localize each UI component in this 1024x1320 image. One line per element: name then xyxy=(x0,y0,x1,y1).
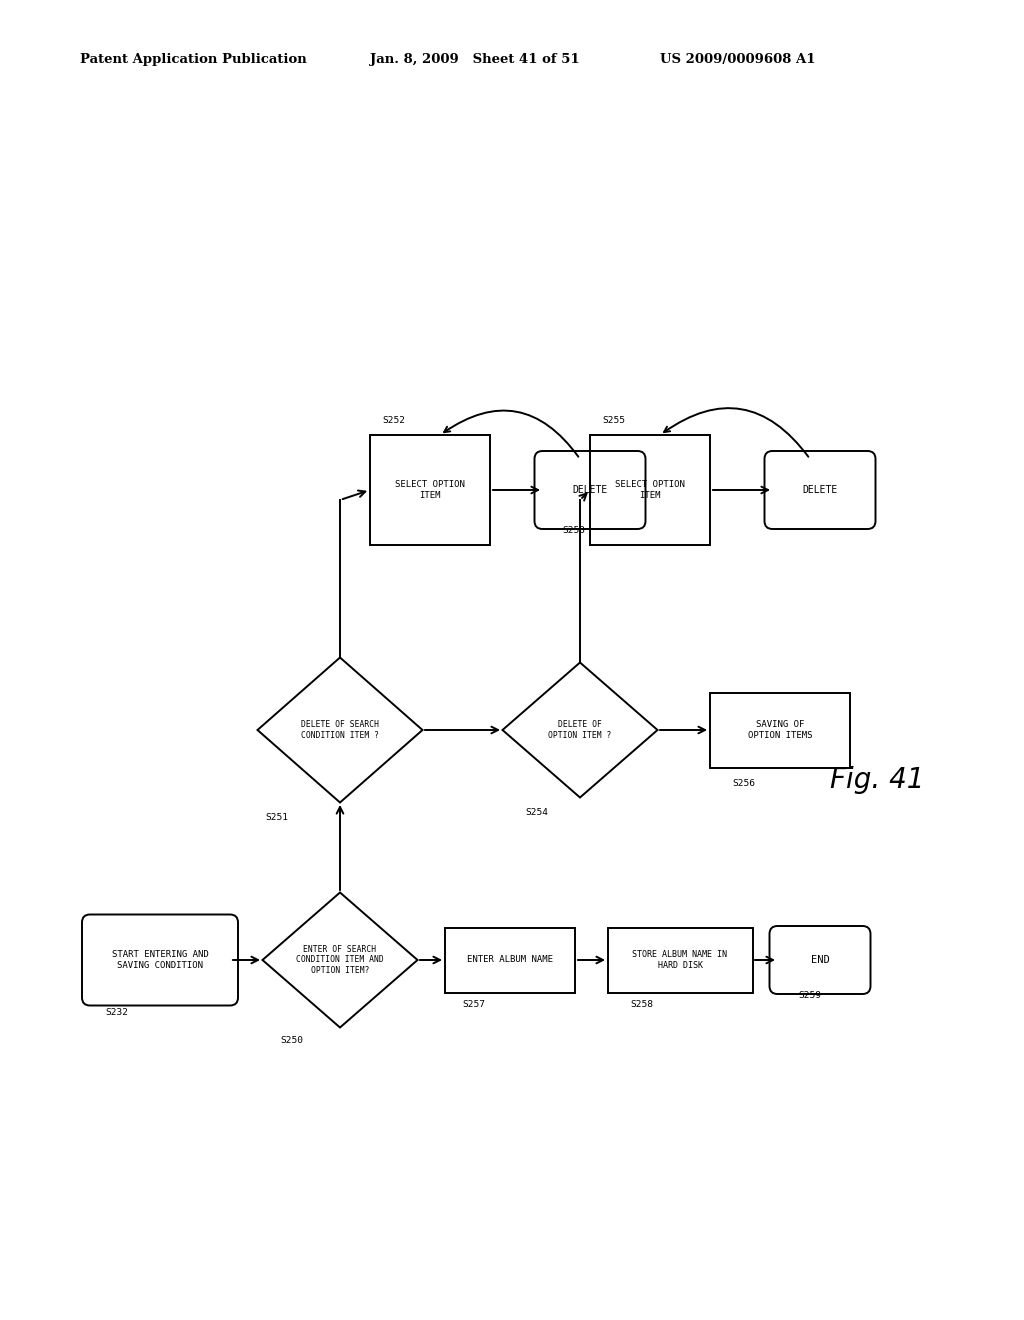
Text: Patent Application Publication: Patent Application Publication xyxy=(80,54,307,66)
Text: START ENTERING AND
SAVING CONDITION: START ENTERING AND SAVING CONDITION xyxy=(112,950,208,970)
Bar xyxy=(607,928,753,993)
Text: S253: S253 xyxy=(562,525,585,535)
Bar xyxy=(710,693,850,767)
Text: S251: S251 xyxy=(265,813,288,822)
Text: STORE ALBUM NAME IN
HARD DISK: STORE ALBUM NAME IN HARD DISK xyxy=(633,950,727,970)
Text: ENTER ALBUM NAME: ENTER ALBUM NAME xyxy=(467,956,553,965)
Text: S232: S232 xyxy=(105,1008,128,1016)
Text: END: END xyxy=(811,954,829,965)
Text: DELETE OF SEARCH
CONDITION ITEM ?: DELETE OF SEARCH CONDITION ITEM ? xyxy=(301,721,379,739)
Text: SAVING OF
OPTION ITEMS: SAVING OF OPTION ITEMS xyxy=(748,721,812,739)
Bar xyxy=(370,436,490,545)
Text: Jan. 8, 2009   Sheet 41 of 51: Jan. 8, 2009 Sheet 41 of 51 xyxy=(370,54,580,66)
Text: US 2009/0009608 A1: US 2009/0009608 A1 xyxy=(660,54,815,66)
Text: S254: S254 xyxy=(525,808,548,817)
Text: ENTER OF SEARCH
CONDITION ITEM AND
OPTION ITEM?: ENTER OF SEARCH CONDITION ITEM AND OPTIO… xyxy=(296,945,384,975)
Text: SELECT OPTION
ITEM: SELECT OPTION ITEM xyxy=(615,480,685,500)
Text: S250: S250 xyxy=(280,1036,303,1045)
Text: S259: S259 xyxy=(798,991,821,1001)
Text: DELETE OF
OPTION ITEM ?: DELETE OF OPTION ITEM ? xyxy=(548,721,611,739)
Text: DELETE: DELETE xyxy=(803,484,838,495)
Text: S258: S258 xyxy=(630,1001,653,1008)
Text: S256: S256 xyxy=(732,779,755,788)
Bar xyxy=(590,436,710,545)
Text: Fig. 41: Fig. 41 xyxy=(830,766,925,795)
Text: SELECT OPTION
ITEM: SELECT OPTION ITEM xyxy=(395,480,465,500)
Bar xyxy=(445,928,575,993)
Text: S257: S257 xyxy=(462,1001,485,1008)
Text: S252: S252 xyxy=(382,416,406,425)
Text: S255: S255 xyxy=(602,416,625,425)
Text: DELETE: DELETE xyxy=(572,484,607,495)
